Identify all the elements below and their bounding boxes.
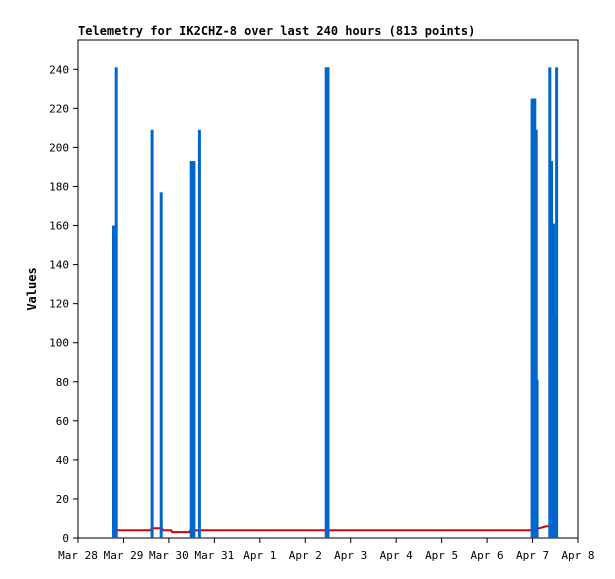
blue-bar-15	[548, 67, 552, 539]
x-tick-label: Apr 6	[471, 549, 504, 562]
y-tick-label: 0	[62, 532, 69, 545]
blue-bar-6	[192, 161, 196, 538]
y-tick-label: 240	[49, 63, 69, 76]
x-tick-label: Apr 4	[380, 549, 413, 562]
axes: 0 20 40 60 80 100 120 140 160 180 200 220 240 Mar 28 M…	[49, 63, 594, 562]
blue-bar-3	[159, 192, 163, 539]
red-series-line	[113, 525, 558, 534]
blue-bar-0	[112, 225, 115, 538]
blue-bar-19	[555, 67, 559, 539]
x-tick-label: Mar 31	[194, 549, 234, 562]
blue-bar-9	[326, 67, 330, 539]
y-tick-label: 20	[56, 493, 69, 506]
y-tick-label: 40	[56, 454, 69, 467]
chart-title: Telemetry for IK2CHZ-8 over last 240 hou…	[78, 24, 475, 38]
blue-bar-17	[552, 223, 555, 538]
y-tick-label: 100	[49, 337, 69, 350]
x-tick-label: Mar 30	[149, 549, 189, 562]
x-tick-label: Apr 2	[289, 549, 322, 562]
y-tick-label: 180	[49, 180, 69, 193]
x-tick-label: Apr 3	[334, 549, 367, 562]
y-tick-label: 160	[49, 220, 69, 233]
y-axis-label: Values	[25, 267, 39, 310]
blue-bar-8	[324, 67, 328, 539]
blue-bar-14	[535, 379, 539, 538]
y-tick-label: 60	[56, 415, 69, 428]
series-red-line	[113, 525, 558, 534]
series-blue-bars	[112, 67, 559, 539]
x-tick-label: Apr 1	[243, 549, 276, 562]
y-tick-label: 80	[56, 376, 69, 389]
x-tick-label: Apr 8	[561, 549, 594, 562]
y-tick-label: 140	[49, 259, 69, 272]
blue-bar-16	[550, 161, 554, 538]
x-tick-label: Mar 29	[104, 549, 144, 562]
x-tick-label: Apr 5	[425, 549, 458, 562]
x-tick-label: Apr 7	[516, 549, 549, 562]
y-tick-label: 200	[49, 141, 69, 154]
blue-bar-7	[197, 129, 201, 539]
y-tick-label: 120	[49, 298, 69, 311]
blue-bar-2	[150, 129, 154, 539]
blue-bar-13	[534, 129, 538, 539]
x-tick-label: Mar 28	[58, 549, 98, 562]
y-tick-label: 220	[49, 102, 69, 115]
blue-bar-1	[114, 67, 118, 539]
